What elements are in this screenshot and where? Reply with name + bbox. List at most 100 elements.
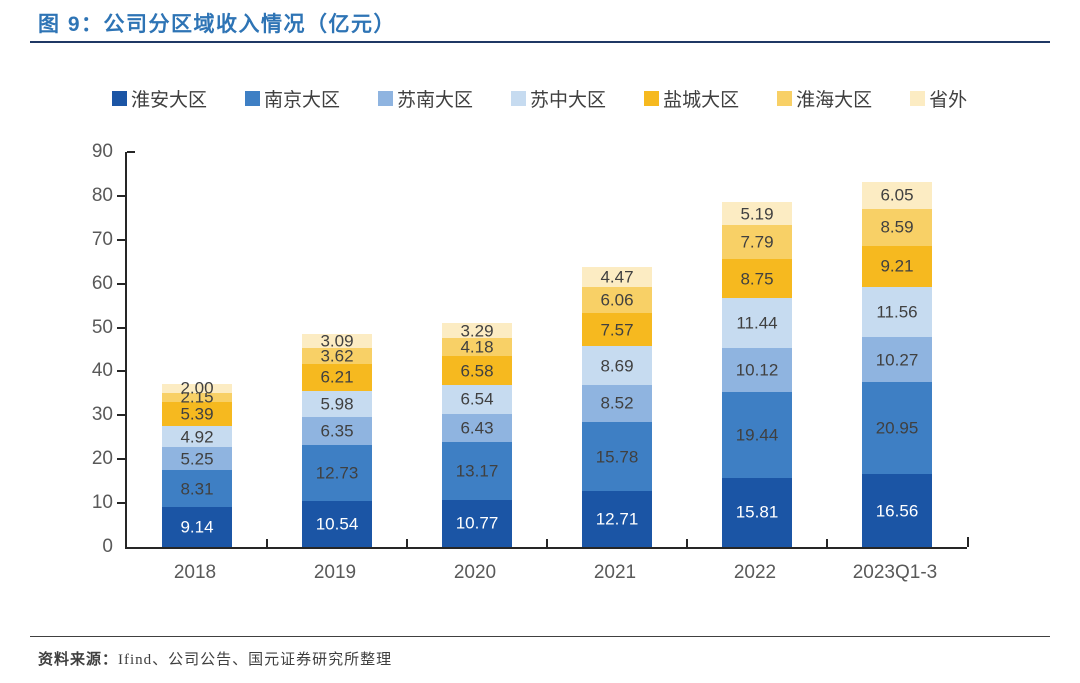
bar-segment: 12.73 xyxy=(302,444,372,501)
footer-divider xyxy=(30,636,1050,637)
y-tick-label: 70 xyxy=(91,228,113,250)
y-tick xyxy=(117,370,125,373)
bar-segment: 3.09 xyxy=(302,332,372,349)
bar-value-label: 11.44 xyxy=(736,313,778,333)
bar-segment: 8.75 xyxy=(722,259,792,298)
bar-segment: 8.52 xyxy=(582,384,652,422)
bar-segment: 6.21 xyxy=(302,363,372,391)
bar-value-label: 7.79 xyxy=(740,232,774,252)
bar-segment: 4.92 xyxy=(162,425,232,448)
y-tick xyxy=(117,458,125,461)
bar-value-label: 7.57 xyxy=(600,320,634,340)
bar-segment: 2.15 xyxy=(162,389,232,406)
bar-segment: 8.69 xyxy=(582,346,652,385)
bar-value-label: 5.98 xyxy=(320,394,354,414)
bar-value-label: 9.21 xyxy=(880,256,914,276)
y-tick-label: 80 xyxy=(91,184,113,206)
bar-segment: 6.05 xyxy=(862,181,932,209)
y-tick-label: 0 xyxy=(102,536,113,557)
source-text: Ifind、公司公告、国元证券研究所整理 xyxy=(118,652,393,668)
bar-segment: 6.43 xyxy=(442,413,512,442)
legend-swatch xyxy=(511,91,527,106)
y-axis-top-cap xyxy=(127,151,135,153)
bar-value-label: 12.71 xyxy=(595,509,639,529)
legend-label: 南京大区 xyxy=(264,90,341,111)
bar-segment: 11.44 xyxy=(722,297,792,348)
bar-value-label: 15.81 xyxy=(735,502,779,522)
legend-swatch xyxy=(910,91,926,106)
y-tick-label: 30 xyxy=(91,404,113,426)
bar-value-label: 5.25 xyxy=(180,449,214,469)
bar-segment: 10.27 xyxy=(862,337,932,383)
bar-segment: 5.98 xyxy=(302,390,372,418)
legend-item: 南京大区 xyxy=(245,85,340,112)
bar-value-label: 19.44 xyxy=(735,425,779,445)
x-category-label: 2021 xyxy=(593,562,637,583)
bar-segment: 15.78 xyxy=(582,421,652,492)
plot-area: 0 10 20 30 40 50 60 70 80 90 9.14 8.31 5.25 4.92 5.39 2… xyxy=(92,141,969,557)
bar-segment: 10.12 xyxy=(722,347,792,393)
bar-value-label: 10.12 xyxy=(735,360,779,380)
bar-segment: 10.54 xyxy=(302,500,372,547)
bar-value-label: 15.78 xyxy=(595,447,639,467)
y-tick-label: 20 xyxy=(91,448,113,470)
title-divider xyxy=(30,41,1050,43)
bar-value-label: 6.43 xyxy=(460,418,494,438)
y-tick-label: 60 xyxy=(91,272,113,294)
bar-value-label: 6.35 xyxy=(320,421,354,441)
bar-segment: 13.17 xyxy=(442,441,512,500)
y-tick-label: 40 xyxy=(91,360,113,382)
legend-swatch xyxy=(644,91,660,106)
stacked-bar-2021: 12.71 15.78 8.52 8.69 7.57 6.06 4.47 xyxy=(582,267,652,547)
x-tick xyxy=(686,539,688,547)
bar-segment: 9.14 xyxy=(162,506,232,547)
source-note: 资料来源：Ifind、公司公告、国元证券研究所整理 xyxy=(38,648,392,669)
stacked-bar-2018: 9.14 8.31 5.25 4.92 5.39 2.15 2.00 xyxy=(162,380,232,547)
x-tick xyxy=(546,539,548,547)
bar-segment: 5.25 xyxy=(162,447,232,471)
bar-segment: 8.59 xyxy=(862,208,932,247)
legend-swatch xyxy=(777,91,793,106)
bar-segment: 15.81 xyxy=(722,477,792,547)
bar-value-label: 20.95 xyxy=(875,418,919,438)
bar-value-label: 16.56 xyxy=(875,501,919,521)
bar-value-label: 13.17 xyxy=(455,461,499,481)
bar-value-label: 3.29 xyxy=(460,321,494,341)
legend-item: 省外 xyxy=(910,85,967,112)
bar-value-label: 8.69 xyxy=(600,356,634,376)
bar-value-label: 4.47 xyxy=(600,267,634,287)
bar-segment: 7.57 xyxy=(582,313,652,347)
legend-label: 淮安大区 xyxy=(131,90,208,111)
legend-swatch xyxy=(378,91,394,106)
y-tick xyxy=(117,414,125,417)
bar-value-label: 8.75 xyxy=(740,269,774,288)
bar-value-label: 8.52 xyxy=(600,393,634,413)
y-tick xyxy=(117,326,125,329)
legend-item: 淮海大区 xyxy=(777,85,872,112)
bar-value-label: 6.21 xyxy=(320,367,354,387)
bar-value-label: 8.31 xyxy=(180,479,214,499)
bar-segment: 6.35 xyxy=(302,417,372,445)
x-tick xyxy=(826,539,828,547)
y-tick-label: 50 xyxy=(91,316,113,338)
bar-segment: 20.95 xyxy=(862,382,932,475)
bar-segment: 5.39 xyxy=(162,402,232,426)
x-tick xyxy=(406,539,408,547)
x-category-label: 2020 xyxy=(453,562,497,583)
bar-value-label: 2.15 xyxy=(180,387,214,407)
x-tick xyxy=(266,539,268,547)
legend-item: 苏中大区 xyxy=(511,85,606,112)
source-label: 资料来源： xyxy=(38,652,119,668)
x-category-label: 2023Q1-3 xyxy=(852,562,938,583)
bar-segment: 6.58 xyxy=(442,356,512,386)
stacked-bar-2020: 10.77 13.17 6.43 6.54 6.58 4.18 3.29 xyxy=(442,321,512,547)
legend-item: 盐城大区 xyxy=(644,85,739,112)
legend-label: 省外 xyxy=(929,90,968,111)
legend-swatch xyxy=(112,91,127,106)
bar-value-label: 8.59 xyxy=(880,217,914,237)
bar-segment: 16.56 xyxy=(862,474,932,547)
bar-segment: 3.29 xyxy=(442,321,512,341)
bar-segment: 6.06 xyxy=(582,286,652,314)
x-category-label: 2018 xyxy=(173,562,217,583)
